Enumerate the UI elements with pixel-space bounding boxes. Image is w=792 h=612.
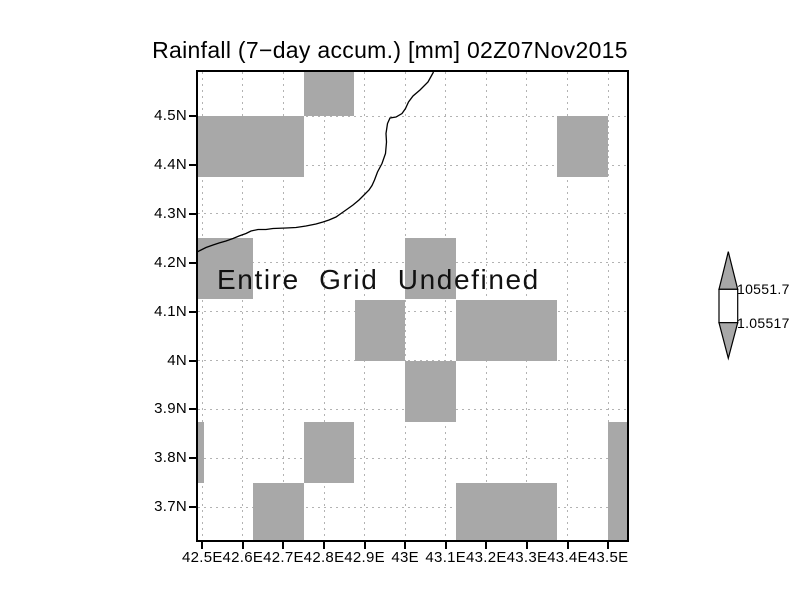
colorbar-max-label: 10551.7: [737, 281, 790, 297]
x-tick: [282, 542, 285, 549]
y-tick: [189, 115, 197, 118]
y-tick-label: 3.7N: [154, 498, 187, 516]
x-gridline: [242, 72, 244, 540]
undefined-cell: [354, 299, 406, 361]
x-gridline: [567, 72, 569, 540]
undefined-cell: [303, 421, 355, 483]
y-tick: [189, 212, 197, 215]
x-tick-label: 43.3E: [506, 549, 548, 566]
x-gridline: [445, 72, 447, 540]
y-tick-label: 3.9N: [154, 400, 187, 418]
y-gridline: [198, 213, 627, 215]
y-gridline: [198, 457, 627, 459]
colorbar-lower-arrow: [718, 322, 739, 361]
undefined-cell: [455, 299, 558, 361]
y-gridline: [198, 360, 627, 362]
x-tick-label: 42.7E: [263, 549, 304, 566]
y-tick-label: 4.3N: [154, 204, 187, 222]
x-tick-label: 43E: [391, 549, 419, 566]
x-tick: [241, 542, 244, 549]
y-tick: [189, 310, 197, 313]
y-gridline: [198, 311, 627, 313]
undefined-cell: [608, 421, 627, 540]
y-tick-label: 4.1N: [154, 302, 187, 320]
colorbar-mid-box: [718, 288, 739, 324]
y-tick-label: 4.2N: [154, 253, 187, 271]
x-gridline: [404, 72, 406, 540]
x-tick-label: 43.4E: [547, 549, 588, 566]
x-tick: [363, 542, 366, 549]
y-tick-label: 4.4N: [154, 156, 187, 174]
undefined-cell: [198, 116, 304, 178]
undefined-cell: [557, 116, 609, 178]
y-tick: [189, 506, 197, 509]
y-tick: [189, 359, 197, 362]
x-tick: [607, 542, 610, 549]
x-tick: [201, 542, 204, 549]
y-tick: [189, 164, 197, 167]
undefined-cell: [253, 482, 304, 540]
y-tick-label: 3.8N: [154, 449, 187, 467]
undefined-cell: [405, 360, 456, 422]
x-gridline: [201, 72, 203, 540]
y-tick: [189, 408, 197, 411]
colorbar-min-label: 1.05517: [737, 315, 790, 331]
x-gridline: [323, 72, 325, 540]
y-gridline: [198, 506, 627, 508]
x-gridline: [282, 72, 284, 540]
x-tick: [485, 542, 488, 549]
colorbar-upper-arrow: [718, 251, 739, 290]
x-tick-label: 43.2E: [466, 549, 507, 566]
y-tick: [189, 261, 197, 264]
entire-grid-undefined-text: Entire Grid Undefined: [217, 264, 540, 295]
x-tick: [525, 542, 528, 549]
x-tick-label: 43.1E: [425, 549, 467, 566]
x-tick-label: 43.5E: [587, 549, 629, 566]
plot-title: Rainfall (7−day accum.) [mm] 02Z07Nov201…: [152, 37, 628, 63]
undefined-cell: [455, 482, 558, 540]
x-tick: [566, 542, 569, 549]
x-gridline: [607, 72, 609, 540]
undefined-cell: [303, 72, 355, 117]
x-tick: [404, 542, 407, 549]
x-tick-label: 42.6E: [222, 549, 264, 566]
x-tick-label: 42.9E: [344, 549, 385, 566]
y-tick: [189, 457, 197, 460]
colorbar: [718, 251, 739, 361]
undefined-cell: [198, 421, 204, 483]
y-tick-label: 4N: [167, 351, 187, 369]
y-tick-label: 4.5N: [154, 107, 187, 125]
x-tick-label: 42.5E: [181, 549, 223, 566]
x-tick: [323, 542, 326, 549]
x-tick-label: 42.8E: [303, 549, 345, 566]
x-tick: [444, 542, 447, 549]
